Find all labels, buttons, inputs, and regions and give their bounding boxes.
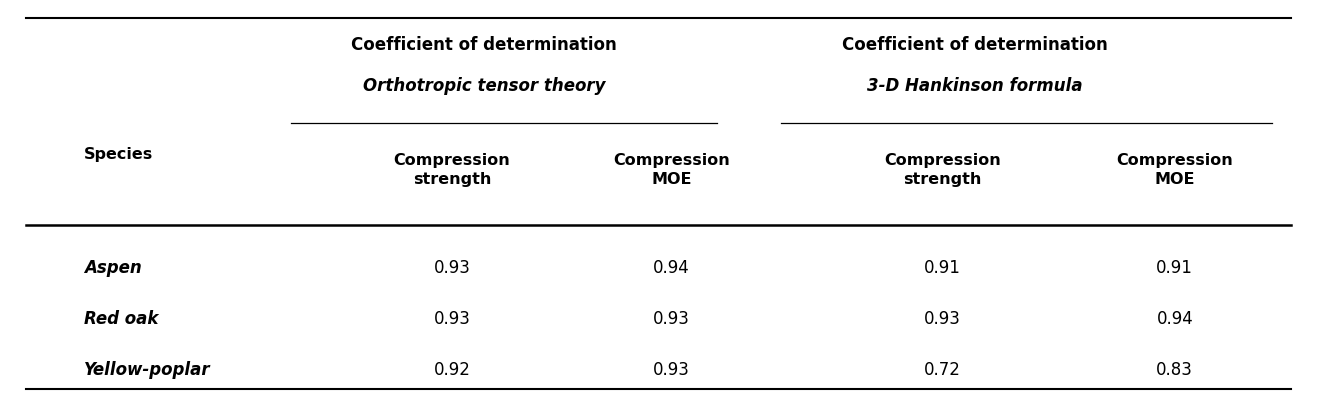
Text: Red oak: Red oak — [84, 310, 158, 328]
Text: 0.94: 0.94 — [653, 259, 690, 277]
Text: Compression
MOE: Compression MOE — [1117, 153, 1233, 187]
Text: 3-D Hankinson formula: 3-D Hankinson formula — [867, 77, 1083, 95]
Text: Yellow-poplar: Yellow-poplar — [84, 361, 211, 379]
Text: Compression
strength: Compression strength — [394, 153, 511, 187]
Text: 0.93: 0.93 — [433, 310, 470, 328]
Text: Compression
strength: Compression strength — [884, 153, 1001, 187]
Text: 0.93: 0.93 — [653, 310, 690, 328]
Text: 0.93: 0.93 — [433, 259, 470, 277]
Text: 0.72: 0.72 — [925, 361, 961, 379]
Text: 0.91: 0.91 — [925, 259, 961, 277]
Text: Coefficient of determination: Coefficient of determination — [842, 36, 1108, 54]
Text: 0.93: 0.93 — [653, 361, 690, 379]
Text: Compression
MOE: Compression MOE — [612, 153, 730, 187]
Text: 0.83: 0.83 — [1156, 361, 1193, 379]
Text: 0.92: 0.92 — [433, 361, 470, 379]
Text: 0.93: 0.93 — [925, 310, 961, 328]
Text: 0.91: 0.91 — [1156, 259, 1193, 277]
Text: Aspen: Aspen — [84, 259, 142, 277]
Text: Orthotropic tensor theory: Orthotropic tensor theory — [363, 77, 606, 95]
Text: Species: Species — [84, 147, 153, 162]
Text: Coefficient of determination: Coefficient of determination — [352, 36, 618, 54]
Text: 0.94: 0.94 — [1156, 310, 1193, 328]
